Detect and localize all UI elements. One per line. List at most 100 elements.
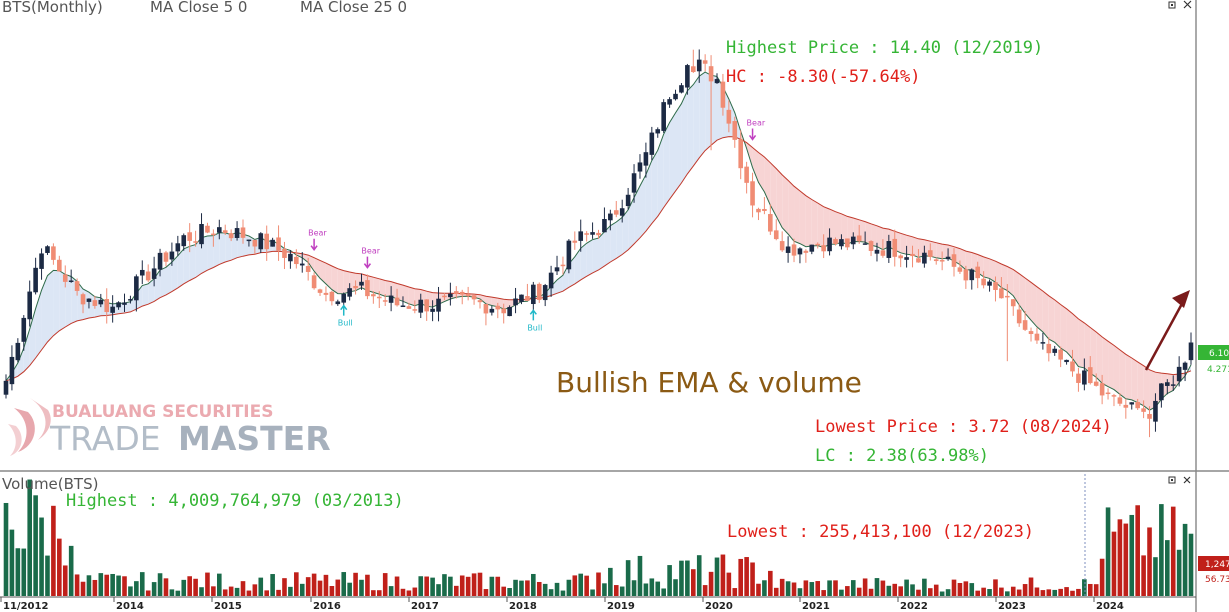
ma-fill-segment <box>1007 266 1014 296</box>
ma-fill-segment <box>770 162 777 217</box>
candle <box>151 256 157 287</box>
candle <box>211 229 216 247</box>
ma-fill-segment <box>1019 273 1026 314</box>
candle <box>305 257 311 281</box>
ma-slow-label: MA Close 25 0 <box>300 0 407 16</box>
candle <box>1082 358 1087 391</box>
volume-bar <box>264 590 269 596</box>
volume-bar <box>548 589 554 596</box>
candle <box>1170 375 1176 391</box>
maximize-price-panel-icon[interactable] <box>1168 1 1176 9</box>
ma-fill-segment <box>693 76 700 167</box>
volume-bar <box>1016 589 1022 596</box>
ma-fill-segment <box>320 260 326 284</box>
ma-fill-segment <box>959 248 966 270</box>
candle <box>880 239 886 258</box>
candle <box>531 281 536 311</box>
ma-fill-segment <box>1078 318 1085 368</box>
logo-line2a: TRADE <box>49 419 161 458</box>
candle <box>625 187 631 210</box>
ma-fill-segment <box>906 235 913 255</box>
candle <box>122 293 127 312</box>
volume-bar <box>1182 523 1188 596</box>
ma-fill-segment <box>23 329 30 372</box>
volume-bar <box>608 567 613 596</box>
candle <box>904 245 909 268</box>
ma-fill-segment <box>687 84 694 174</box>
ma-fill-segment <box>201 236 208 274</box>
candle <box>1123 398 1129 419</box>
candle <box>886 234 892 263</box>
volume-bar <box>471 573 477 596</box>
ma-fill-segment <box>302 253 309 263</box>
volume-bar <box>181 579 187 596</box>
volume-bar <box>371 590 376 596</box>
candle <box>525 283 530 301</box>
volume-bar <box>151 582 157 596</box>
candle <box>928 243 933 261</box>
ma-fill-segment <box>965 251 972 270</box>
candle <box>1176 356 1182 387</box>
volume-bar <box>465 576 471 596</box>
ma-fill-segment <box>562 263 569 292</box>
maximize-volume-panel-icon[interactable] <box>1168 476 1176 484</box>
volume-bar <box>501 586 506 596</box>
volume-bar <box>951 579 957 596</box>
candle <box>246 239 252 247</box>
signal-label: Bull <box>338 319 353 328</box>
last-price-value: 6.10 <box>1209 349 1229 359</box>
candle <box>448 282 453 306</box>
x-tick-label: 2021 <box>802 601 830 612</box>
volume-bar <box>477 572 483 596</box>
ma-fill-segment <box>1013 269 1020 305</box>
volume-bar <box>1123 523 1129 596</box>
candle <box>92 295 98 309</box>
volume-bar <box>27 479 32 596</box>
ma-fill-segment <box>1072 313 1079 367</box>
volume-bar <box>655 581 661 596</box>
ma-fill-segment <box>53 270 60 336</box>
candle <box>762 197 767 215</box>
candlesticks <box>3 49 1194 438</box>
candle <box>1005 284 1010 362</box>
x-tick-label: 2018 <box>509 601 537 612</box>
volume-bar <box>625 560 631 596</box>
candle <box>418 293 424 319</box>
volume-bar <box>922 578 927 596</box>
volume-bar <box>175 590 181 596</box>
candle <box>51 243 56 265</box>
candle <box>489 305 495 316</box>
volume-bar <box>68 545 74 596</box>
volume-title: Volume(BTS) <box>2 475 98 493</box>
last-volume-value: 1,247 <box>1205 560 1229 570</box>
candle <box>86 298 92 309</box>
volume-bar <box>862 578 868 596</box>
volume-bar <box>1070 590 1075 596</box>
candle <box>3 374 9 399</box>
x-tick-label: 2023 <box>998 601 1026 612</box>
volume-bar <box>394 576 400 596</box>
candle <box>850 232 856 250</box>
close-volume-panel-icon[interactable] <box>1183 476 1191 484</box>
candle <box>590 222 595 239</box>
x-tick-label: 2014 <box>116 601 144 612</box>
volume-bar <box>667 565 672 596</box>
candle <box>969 268 975 290</box>
highest-price-annotation: Highest Price : 14.40 (12/2019) <box>726 38 1043 58</box>
candle <box>157 248 163 277</box>
x-tick-label: 2016 <box>313 601 341 612</box>
candle <box>1111 393 1117 407</box>
volume-bar <box>157 573 163 596</box>
candle <box>744 161 749 194</box>
candle <box>193 230 198 247</box>
candle <box>139 260 145 285</box>
ma-fill-segment <box>681 90 688 183</box>
candle <box>619 199 625 223</box>
candle <box>9 345 15 391</box>
close-price-panel-icon[interactable] <box>1183 0 1192 9</box>
candle <box>602 207 607 233</box>
candle <box>655 127 661 138</box>
volume-bar <box>335 579 341 596</box>
volume-bar <box>21 548 27 596</box>
volume-bar <box>187 576 192 596</box>
